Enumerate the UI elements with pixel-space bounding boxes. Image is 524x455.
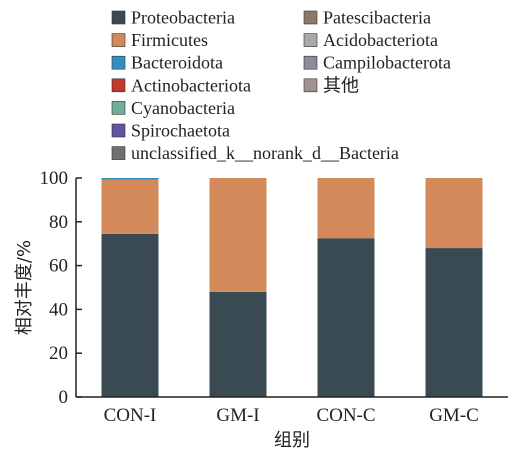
y-tick-label: 20	[49, 343, 68, 364]
y-tick-label: 40	[49, 299, 68, 320]
bar-segment	[425, 178, 483, 249]
y-axis-title: 相对丰度/%	[14, 240, 35, 335]
bars	[101, 178, 483, 397]
legend-label: Campilobacterota	[323, 53, 451, 73]
legend-item: Cyanobacteria	[111, 98, 235, 118]
legend-swatch	[111, 123, 126, 138]
bar-stack	[101, 178, 159, 397]
axes	[75, 178, 508, 398]
legend-label: Firmicutes	[131, 30, 208, 50]
legend-label: Proteobacteria	[131, 8, 235, 28]
bar-segment	[209, 291, 267, 397]
legend-item: Patescibacteria	[303, 8, 431, 28]
legend-item: Campilobacterota	[303, 53, 451, 73]
bar-stack	[317, 178, 375, 397]
legend-label: Bacteroidota	[131, 53, 223, 73]
legend-item: Proteobacteria	[111, 8, 235, 28]
x-ticks: CON-I GM-I CON-C GM-C	[104, 405, 479, 426]
legend-label: Actinobacteriota	[131, 75, 251, 95]
legend-item: Bacteroidota	[111, 53, 223, 73]
bar-segment	[209, 178, 267, 292]
legend-swatch	[111, 101, 126, 115]
legend-label: Cyanobacteria	[131, 98, 235, 118]
legend-label: 其他	[323, 75, 359, 95]
legend-label: unclassified_k__norank_d__Bacteria	[131, 143, 399, 163]
legend-swatch	[303, 33, 318, 47]
legend-swatch	[111, 55, 126, 70]
bar-stack	[209, 178, 267, 397]
x-tick-label: CON-I	[104, 405, 157, 426]
legend-item: 其他	[303, 75, 359, 95]
y-tick-label: 60	[49, 256, 68, 277]
y-ticks: 0 20 40 60 80 100	[40, 168, 82, 408]
legend-swatch	[111, 10, 126, 25]
x-tick-label: CON-C	[316, 405, 375, 426]
y-tick-label: 100	[40, 168, 69, 189]
legend-swatch	[303, 10, 318, 25]
legend-label: Acidobacteriota	[323, 30, 438, 50]
legend-swatch	[111, 78, 126, 93]
legend-label: Patescibacteria	[323, 8, 431, 28]
legend-swatch	[111, 33, 126, 47]
y-tick-label: 0	[59, 387, 69, 408]
bar-segment	[317, 238, 375, 397]
legend-swatch	[303, 55, 318, 70]
x-tick-label: GM-I	[216, 405, 259, 426]
legend-label: Spirochaetota	[131, 121, 230, 141]
legend-swatch	[303, 78, 318, 93]
bar-segment	[101, 178, 159, 180]
legend-item: Acidobacteriota	[303, 30, 438, 50]
bar-segment	[425, 248, 483, 397]
bar-segment	[317, 178, 375, 239]
x-axis-title: 组别	[274, 430, 310, 451]
legend-item: Firmicutes	[111, 30, 208, 50]
legend-item: Spirochaetota	[111, 121, 230, 141]
legend-item: unclassified_k__norank_d__Bacteria	[111, 143, 399, 163]
bar-segment	[101, 179, 159, 234]
bar-stack	[425, 178, 483, 397]
legend-swatch	[111, 146, 126, 160]
y-tick-label: 80	[49, 212, 68, 233]
legend-item: Actinobacteriota	[111, 75, 251, 95]
bar-segment	[101, 233, 159, 397]
x-tick-label: GM-C	[429, 405, 479, 426]
